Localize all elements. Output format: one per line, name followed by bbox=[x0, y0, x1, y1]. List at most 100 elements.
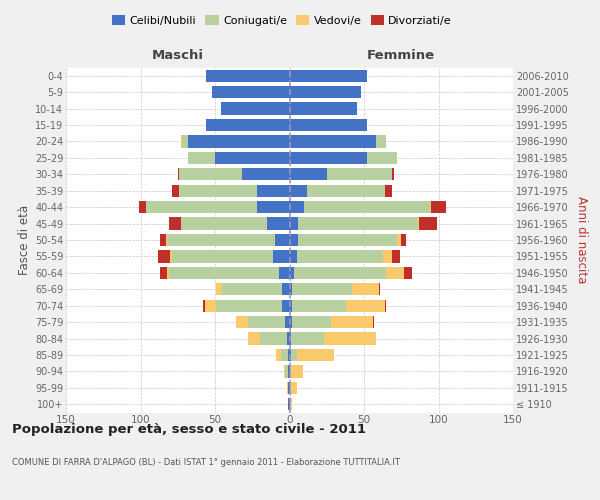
Bar bbox=[206, 119, 290, 131]
Bar bbox=[288, 398, 290, 410]
Bar bbox=[203, 300, 205, 312]
Text: Popolazione per età, sesso e stato civile - 2011: Popolazione per età, sesso e stato civil… bbox=[12, 422, 366, 436]
Bar bbox=[285, 366, 288, 378]
Bar bbox=[139, 201, 146, 213]
Bar bbox=[290, 168, 327, 180]
Bar bbox=[215, 152, 290, 164]
Bar bbox=[178, 168, 179, 180]
Bar bbox=[298, 234, 397, 246]
Bar bbox=[182, 136, 188, 147]
Bar bbox=[221, 102, 290, 115]
Bar bbox=[205, 300, 217, 312]
Bar bbox=[275, 234, 290, 246]
Bar bbox=[172, 250, 273, 262]
Bar bbox=[297, 250, 383, 262]
Bar bbox=[291, 382, 297, 394]
Bar bbox=[257, 201, 290, 213]
Bar bbox=[431, 201, 446, 213]
Bar bbox=[288, 382, 290, 394]
Bar bbox=[188, 152, 215, 164]
Bar bbox=[290, 266, 294, 279]
Bar bbox=[324, 332, 376, 344]
Bar bbox=[288, 366, 290, 378]
Bar bbox=[285, 316, 290, 328]
Bar bbox=[167, 266, 169, 279]
Y-axis label: Anni di nascita: Anni di nascita bbox=[575, 196, 588, 284]
Bar bbox=[383, 250, 392, 262]
Bar bbox=[166, 234, 167, 246]
Bar bbox=[352, 283, 379, 296]
Bar bbox=[276, 349, 281, 361]
Bar bbox=[292, 316, 331, 328]
Bar bbox=[260, 332, 287, 344]
Bar bbox=[290, 398, 292, 410]
Bar bbox=[290, 366, 291, 378]
Bar bbox=[291, 349, 297, 361]
Legend: Celibi/Nubili, Coniugati/e, Vedovi/e, Divorziati/e: Celibi/Nubili, Coniugati/e, Vedovi/e, Di… bbox=[107, 10, 457, 30]
Bar bbox=[217, 300, 282, 312]
Bar bbox=[146, 201, 257, 213]
Bar bbox=[158, 250, 170, 262]
Bar bbox=[290, 102, 356, 115]
Bar bbox=[327, 168, 392, 180]
Bar bbox=[290, 349, 291, 361]
Bar bbox=[297, 349, 334, 361]
Bar bbox=[290, 382, 291, 394]
Bar bbox=[392, 250, 400, 262]
Bar bbox=[290, 234, 298, 246]
Bar bbox=[188, 136, 290, 147]
Bar bbox=[292, 300, 346, 312]
Bar bbox=[392, 168, 394, 180]
Bar bbox=[206, 70, 290, 82]
Bar bbox=[267, 218, 290, 230]
Bar bbox=[248, 332, 260, 344]
Bar bbox=[404, 266, 412, 279]
Bar bbox=[291, 366, 303, 378]
Bar bbox=[169, 266, 279, 279]
Bar bbox=[257, 184, 290, 197]
Bar bbox=[290, 316, 292, 328]
Bar bbox=[294, 266, 386, 279]
Bar bbox=[397, 234, 401, 246]
Bar bbox=[279, 266, 290, 279]
Bar bbox=[401, 234, 406, 246]
Bar bbox=[307, 184, 385, 197]
Bar bbox=[282, 300, 290, 312]
Bar bbox=[160, 266, 167, 279]
Bar bbox=[292, 283, 352, 296]
Bar bbox=[290, 250, 297, 262]
Bar bbox=[181, 218, 267, 230]
Bar bbox=[284, 366, 285, 378]
Bar bbox=[169, 218, 181, 230]
Bar bbox=[290, 332, 291, 344]
Bar bbox=[288, 349, 290, 361]
Bar bbox=[418, 218, 419, 230]
Bar bbox=[172, 184, 179, 197]
Text: Maschi: Maschi bbox=[152, 50, 204, 62]
Bar bbox=[331, 316, 373, 328]
Bar bbox=[290, 218, 298, 230]
Bar bbox=[282, 283, 290, 296]
Bar bbox=[291, 332, 324, 344]
Bar bbox=[290, 300, 292, 312]
Bar bbox=[179, 184, 257, 197]
Bar bbox=[346, 300, 385, 312]
Bar bbox=[287, 382, 288, 394]
Bar bbox=[170, 250, 172, 262]
Text: COMUNE DI FARRA D'ALPAGO (BL) - Dati ISTAT 1° gennaio 2011 - Elaborazione TUTTIT: COMUNE DI FARRA D'ALPAGO (BL) - Dati IST… bbox=[12, 458, 400, 467]
Bar bbox=[223, 283, 282, 296]
Bar bbox=[281, 349, 288, 361]
Bar bbox=[290, 86, 361, 99]
Bar bbox=[290, 119, 367, 131]
Bar bbox=[298, 218, 418, 230]
Bar bbox=[304, 201, 430, 213]
Bar bbox=[379, 283, 380, 296]
Bar bbox=[160, 234, 166, 246]
Text: Femmine: Femmine bbox=[367, 50, 436, 62]
Bar bbox=[248, 316, 285, 328]
Bar bbox=[430, 201, 431, 213]
Bar bbox=[290, 283, 292, 296]
Bar bbox=[385, 184, 392, 197]
Bar bbox=[290, 152, 367, 164]
Bar bbox=[287, 332, 290, 344]
